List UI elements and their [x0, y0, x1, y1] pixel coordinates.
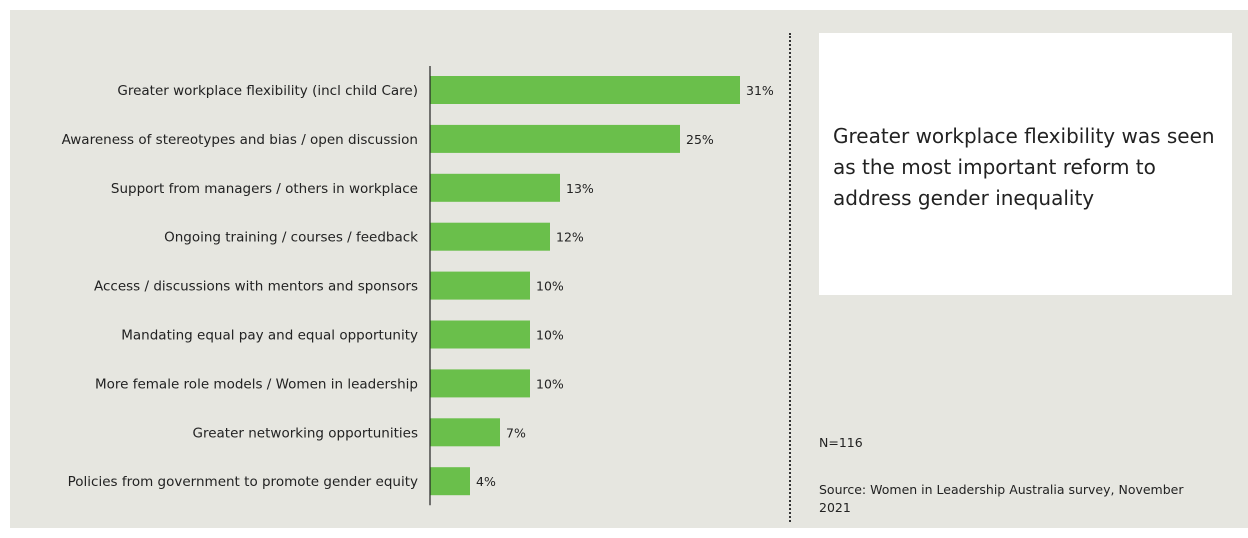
value-label: 10%: [536, 328, 564, 343]
bar: [430, 173, 560, 202]
bar: [430, 418, 500, 447]
bar: [430, 467, 470, 496]
category-label: More female role models / Women in leade…: [95, 376, 418, 392]
category-label: Awareness of stereotypes and bias / open…: [62, 132, 418, 148]
category-label: Policies from government to promote gend…: [68, 474, 418, 490]
bar: [430, 369, 530, 398]
bar: [430, 271, 530, 300]
value-label: 31%: [746, 83, 774, 98]
callout-box: Greater workplace flexibility was seen a…: [819, 33, 1232, 295]
category-label: Mandating equal pay and equal opportunit…: [121, 328, 418, 344]
bar-chart: Greater workplace flexibility (incl chil…: [62, 66, 774, 506]
dotted-divider: [789, 33, 791, 522]
sample-size-note: N=116: [819, 435, 863, 450]
value-label: 10%: [536, 279, 564, 294]
bar: [430, 76, 740, 104]
category-label: Access / discussions with mentors and sp…: [94, 279, 418, 295]
value-label: 4%: [476, 474, 496, 489]
category-label: Greater networking opportunities: [193, 425, 418, 441]
value-label: 7%: [506, 425, 526, 440]
bar: [430, 222, 550, 251]
bar: [430, 320, 530, 349]
category-label: Support from managers / others in workpl…: [111, 181, 418, 197]
category-label: Ongoing training / courses / feedback: [164, 230, 418, 246]
value-label: 25%: [686, 132, 714, 147]
bar: [430, 124, 680, 153]
value-label: 10%: [536, 376, 564, 391]
source-note: Source: Women in Leadership Australia su…: [819, 482, 1184, 515]
category-label: Greater workplace flexibility (incl chil…: [117, 83, 418, 99]
value-label: 12%: [556, 230, 584, 245]
callout-text: Greater workplace flexibility was seen a…: [833, 124, 1215, 210]
value-label: 13%: [566, 181, 594, 196]
